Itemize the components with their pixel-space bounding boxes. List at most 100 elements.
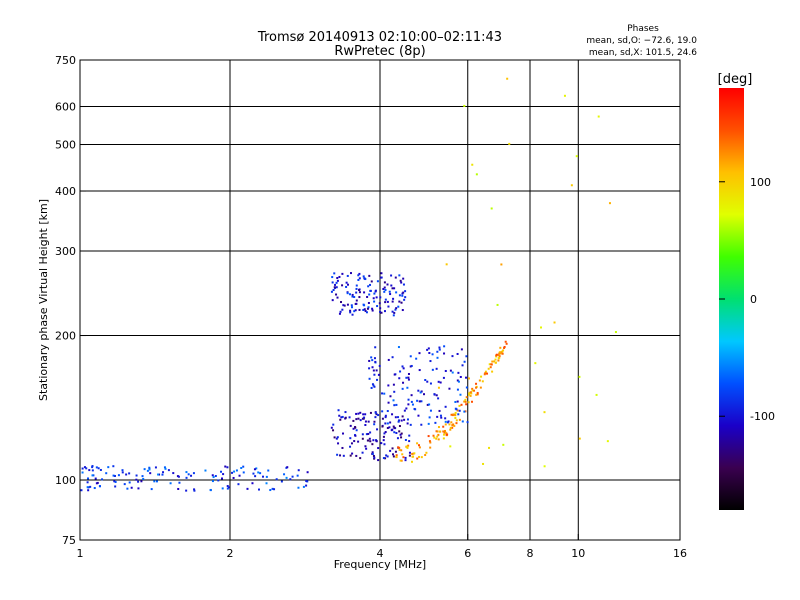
data-point: [271, 487, 274, 490]
data-point: [238, 474, 241, 477]
data-point: [391, 356, 394, 359]
data-point: [372, 454, 375, 457]
data-point: [254, 475, 257, 478]
data-point: [331, 299, 334, 302]
data-point: [570, 184, 573, 187]
data-point: [494, 361, 497, 364]
data-point: [428, 351, 431, 354]
data-point: [420, 456, 423, 459]
data-point: [418, 455, 421, 458]
data-point: [362, 417, 365, 420]
data-point: [371, 443, 374, 446]
data-point: [386, 455, 389, 458]
data-point: [449, 445, 452, 448]
data-point: [339, 454, 342, 457]
data-point: [335, 437, 338, 440]
data-point: [389, 293, 392, 296]
data-point: [368, 293, 371, 296]
data-point: [394, 276, 397, 279]
data-point: [427, 347, 430, 350]
data-point: [379, 296, 382, 299]
data-point: [149, 472, 152, 475]
data-point: [406, 418, 409, 421]
data-point: [369, 431, 372, 434]
y-tick-label: 400: [55, 185, 76, 198]
x-axis-ticks: 1 2 4 6 8 10 16: [77, 534, 687, 560]
data-point: [371, 451, 374, 454]
colorbar-tick-label: 100: [750, 176, 771, 189]
data-point: [467, 377, 470, 380]
y-tick-label: 500: [55, 139, 76, 152]
data-point: [498, 352, 501, 355]
data-point: [94, 477, 97, 480]
data-point: [355, 302, 358, 305]
data-point: [383, 290, 386, 293]
data-point: [345, 285, 348, 288]
data-point: [125, 473, 128, 476]
data-point: [543, 411, 546, 414]
data-point: [398, 377, 401, 380]
data-point: [439, 381, 442, 384]
data-point: [393, 287, 396, 290]
data-point: [305, 480, 308, 483]
data-point: [363, 304, 366, 307]
data-point: [391, 413, 394, 416]
data-point: [417, 414, 420, 417]
data-point: [375, 296, 378, 299]
data-point: [437, 397, 440, 400]
data-point: [387, 358, 390, 361]
data-point: [429, 446, 432, 449]
data-point: [409, 423, 412, 426]
data-point: [491, 360, 494, 363]
data-point: [273, 488, 276, 491]
data-point: [407, 378, 410, 381]
data-point: [392, 455, 395, 458]
data-point: [335, 281, 338, 284]
data-point: [363, 416, 366, 419]
data-point: [209, 488, 212, 491]
data-point: [351, 452, 354, 455]
data-point: [221, 477, 224, 480]
data-point: [291, 475, 294, 478]
data-point: [142, 477, 145, 480]
data-point: [390, 429, 393, 432]
data-point: [212, 476, 215, 479]
data-point: [337, 409, 340, 412]
data-point: [418, 352, 421, 355]
data-point: [456, 400, 459, 403]
data-point: [606, 440, 609, 443]
data-point: [357, 417, 360, 420]
data-point: [433, 436, 436, 439]
data-point: [431, 353, 434, 356]
data-point: [473, 389, 476, 392]
data-point: [478, 379, 481, 382]
data-point: [429, 382, 432, 385]
data-point: [436, 350, 439, 353]
data-point: [355, 299, 358, 302]
data-point: [386, 283, 389, 286]
data-point: [185, 476, 188, 479]
data-point: [253, 468, 256, 471]
data-point: [121, 469, 124, 472]
data-point: [377, 373, 380, 376]
data-point: [364, 413, 367, 416]
data-point: [401, 387, 404, 390]
data-point: [358, 291, 361, 294]
data-point: [88, 469, 91, 472]
data-point: [297, 469, 300, 472]
data-point: [349, 309, 352, 312]
data-point: [413, 407, 416, 410]
data-point: [497, 354, 500, 357]
data-point: [380, 442, 383, 445]
data-point: [113, 474, 116, 477]
data-point: [121, 471, 124, 474]
data-point: [480, 375, 483, 378]
data-point: [384, 457, 387, 460]
data-point: [123, 483, 126, 486]
data-point: [352, 419, 355, 422]
data-point: [177, 475, 180, 478]
data-point: [395, 454, 398, 457]
data-point: [429, 360, 432, 363]
data-point: [283, 473, 286, 476]
data-point: [393, 431, 396, 434]
